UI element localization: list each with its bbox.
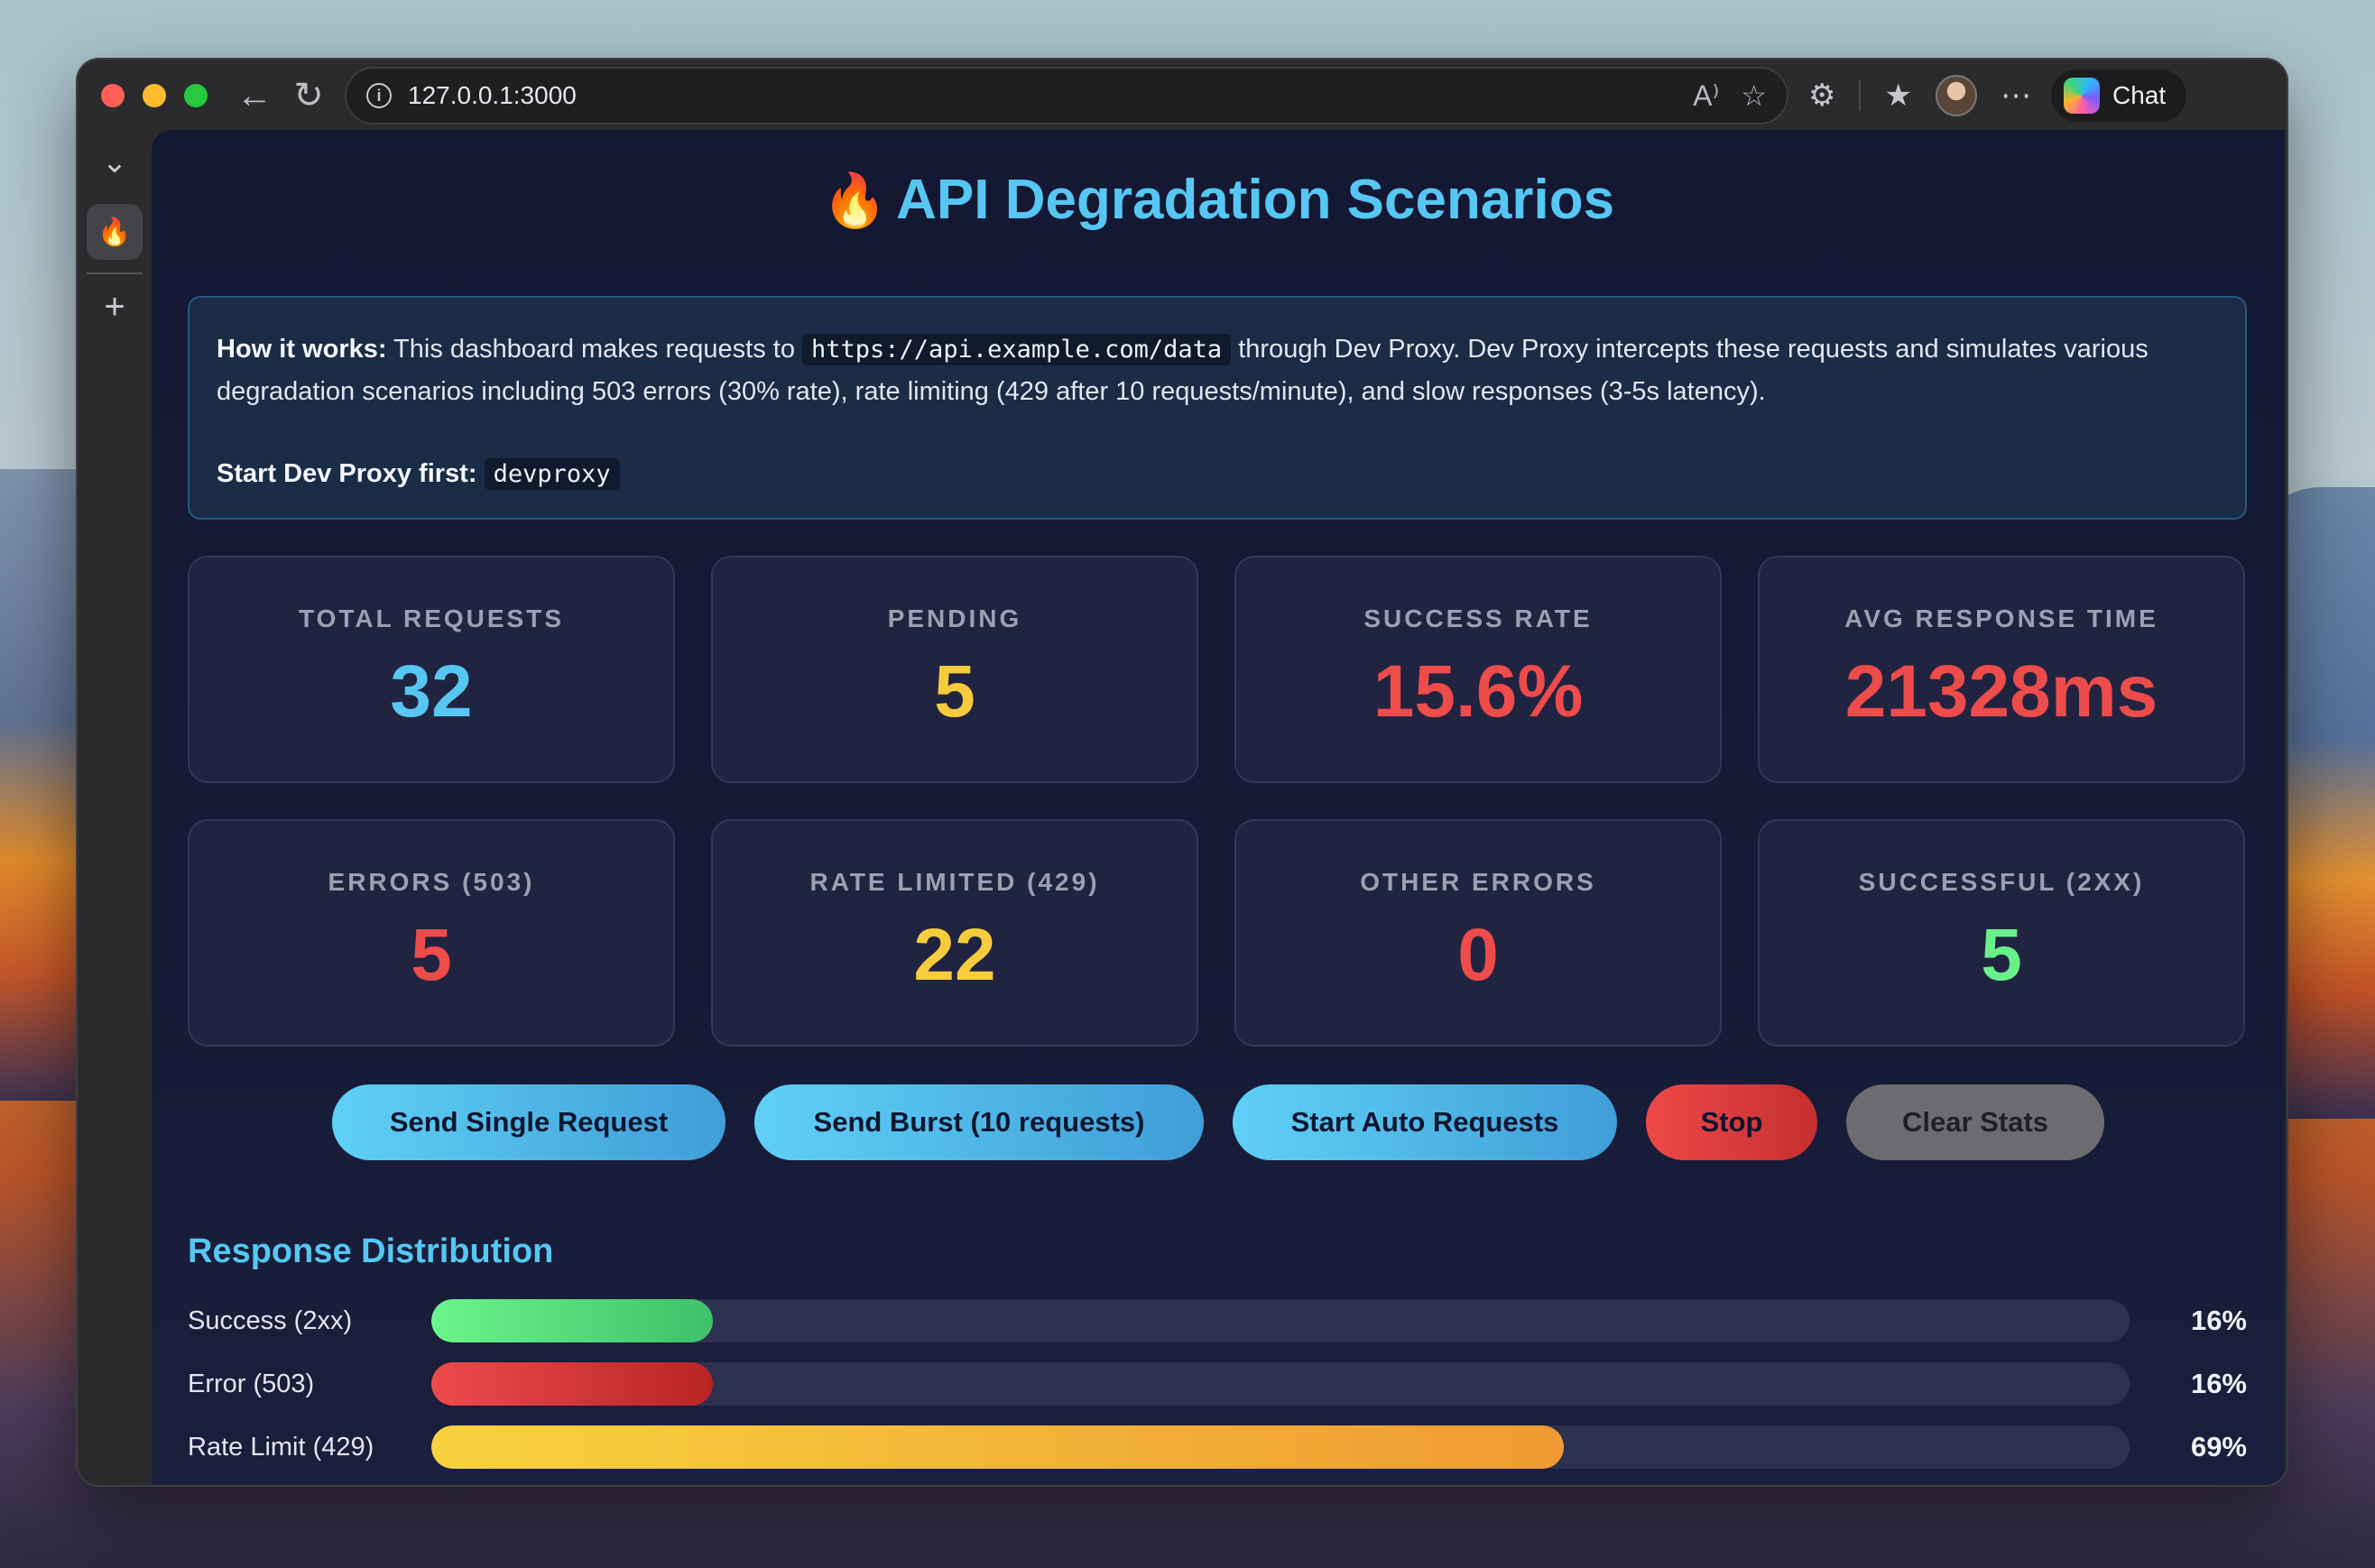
- distribution-percent: 69%: [2190, 1431, 2247, 1462]
- stat-label: SUCCESSFUL (2XX): [1858, 868, 2145, 896]
- stat-value: 5: [934, 650, 975, 733]
- action-buttons: Send Single Request Send Burst (10 reque…: [152, 1084, 2285, 1160]
- address-url[interactable]: 127.0.0.1:3000: [408, 81, 577, 109]
- copilot-logo-icon: [2063, 78, 2100, 114]
- read-aloud-icon[interactable]: A⁾: [1693, 79, 1720, 112]
- stat-card-pending: PENDING 5: [711, 556, 1198, 783]
- info-text-after: through Dev Proxy. Dev Proxy intercepts …: [217, 335, 2149, 406]
- vertical-tabs-sidebar: ⌄ 🔥 +: [78, 132, 152, 1485]
- chevron-down-icon[interactable]: ⌄: [101, 145, 128, 180]
- stat-value: 0: [1457, 914, 1499, 996]
- favorite-star-icon[interactable]: ☆: [1741, 79, 1767, 112]
- more-options-icon[interactable]: ⋯: [2000, 78, 2031, 113]
- distribution-percent: 16%: [2190, 1305, 2247, 1336]
- toolbar-divider: [1859, 80, 1862, 111]
- info-text-before: This dashboard makes requests to: [386, 335, 803, 364]
- flame-icon: 🔥: [821, 171, 888, 230]
- distribution-label: Rate Limit (429): [188, 1432, 374, 1462]
- stat-card-avg-response-time: AVG RESPONSE TIME 21328ms: [1758, 556, 2245, 783]
- site-info-icon[interactable]: i: [366, 83, 392, 108]
- start-proxy-line: Start Dev Proxy first: devproxy: [217, 453, 2218, 495]
- stat-label: TOTAL REQUESTS: [298, 604, 565, 632]
- stat-label: SUCCESS RATE: [1363, 604, 1593, 632]
- distribution-percent: 16%: [2190, 1368, 2247, 1399]
- page-title: 🔥 API Degradation Scenarios: [152, 168, 2285, 232]
- distribution-bar-rate-limit: [431, 1425, 1565, 1469]
- profile-avatar[interactable]: [1935, 75, 1977, 116]
- minimize-window-button[interactable]: [143, 84, 166, 107]
- response-distribution: Success (2xx) 16% Error (503) 16% Rate L…: [188, 1299, 2247, 1485]
- stat-card-total-requests: TOTAL REQUESTS 32: [188, 556, 675, 783]
- stat-label: RATE LIMITED (429): [809, 868, 1100, 896]
- toolbar-icons: ⚙ ★ ⋯: [1808, 75, 2031, 116]
- copilot-chat-button[interactable]: Chat: [2050, 69, 2186, 122]
- distribution-label: Success (2xx): [188, 1305, 353, 1335]
- browser-window: ← ↻ i 127.0.0.1:3000 A⁾ ☆ ⚙ ★ ⋯ Chat ⌄ 🔥…: [76, 58, 2288, 1487]
- start-auto-requests-button[interactable]: Start Auto Requests: [1233, 1084, 1617, 1160]
- distribution-title: Response Distribution: [188, 1232, 554, 1270]
- browser-toolbar: ← ↻ i 127.0.0.1:3000 A⁾ ☆ ⚙ ★ ⋯ Chat: [78, 60, 2287, 132]
- stop-button[interactable]: Stop: [1646, 1084, 1817, 1160]
- stat-card-rate-limited-429: RATE LIMITED (429) 22: [711, 819, 1198, 1047]
- stat-card-other-errors: OTHER ERRORS 0: [1234, 819, 1722, 1047]
- clear-stats-button[interactable]: Clear Stats: [1846, 1084, 2104, 1160]
- stat-label: OTHER ERRORS: [1360, 868, 1596, 896]
- favorites-icon[interactable]: ★: [1884, 78, 1912, 113]
- page-title-text: API Degradation Scenarios: [896, 169, 1615, 231]
- stat-value: 5: [411, 914, 452, 996]
- new-tab-plus-icon[interactable]: +: [104, 287, 125, 327]
- distribution-row-success: Success (2xx) 16%: [188, 1299, 2247, 1342]
- start-proxy-label: Start Dev Proxy first:: [217, 459, 477, 488]
- chat-label: Chat: [2112, 81, 2167, 109]
- tab-flame-icon[interactable]: 🔥: [87, 204, 143, 260]
- address-bar[interactable]: i 127.0.0.1:3000 A⁾ ☆: [345, 67, 1788, 125]
- endpoint-code: https://api.example.com/data: [802, 334, 1232, 365]
- distribution-bar-error: [431, 1362, 714, 1406]
- reload-icon[interactable]: ↻: [293, 76, 324, 115]
- window-controls: [101, 84, 208, 107]
- send-burst-button[interactable]: Send Burst (10 requests): [754, 1084, 1204, 1160]
- send-single-request-button[interactable]: Send Single Request: [332, 1084, 725, 1160]
- stats-grid: TOTAL REQUESTS 32 PENDING 5 SUCCESS RATE…: [188, 556, 2247, 1047]
- stat-label: ERRORS (503): [328, 868, 535, 896]
- stat-card-errors-503: ERRORS (503) 5: [188, 819, 675, 1047]
- distribution-track: [431, 1425, 2130, 1469]
- distribution-track: [431, 1362, 2130, 1406]
- stat-value: 5: [1981, 914, 2022, 996]
- distribution-bar-success: [431, 1299, 714, 1342]
- stat-label: AVG RESPONSE TIME: [1844, 604, 2158, 632]
- command-code: devproxy: [484, 458, 620, 490]
- stat-value: 22: [913, 914, 996, 996]
- stat-label: PENDING: [887, 604, 1022, 632]
- distribution-track: [431, 1299, 2130, 1342]
- stat-card-success-rate: SUCCESS RATE 15.6%: [1234, 556, 1722, 783]
- stat-card-successful-2xx: SUCCESSFUL (2XX) 5: [1758, 819, 2245, 1047]
- distribution-row-rate-limit: Rate Limit (429) 69%: [188, 1425, 2247, 1469]
- distribution-row-error: Error (503) 16%: [188, 1362, 2247, 1406]
- distribution-label: Error (503): [188, 1369, 315, 1398]
- back-arrow-icon[interactable]: ←: [236, 75, 273, 115]
- info-description: How it works: This dashboard makes reque…: [217, 328, 2218, 413]
- extensions-puzzle-icon[interactable]: ⚙: [1808, 78, 1836, 113]
- stat-value: 15.6%: [1372, 650, 1584, 733]
- page-content: 🔥 API Degradation Scenarios How it works:…: [152, 130, 2285, 1485]
- maximize-window-button[interactable]: [184, 84, 208, 107]
- stat-value: 21328ms: [1844, 650, 2158, 733]
- close-window-button[interactable]: [101, 84, 125, 107]
- sidebar-divider: [87, 272, 143, 274]
- stat-value: 32: [390, 650, 473, 733]
- info-box: How it works: This dashboard makes reque…: [188, 296, 2247, 520]
- how-it-works-label: How it works:: [217, 335, 387, 364]
